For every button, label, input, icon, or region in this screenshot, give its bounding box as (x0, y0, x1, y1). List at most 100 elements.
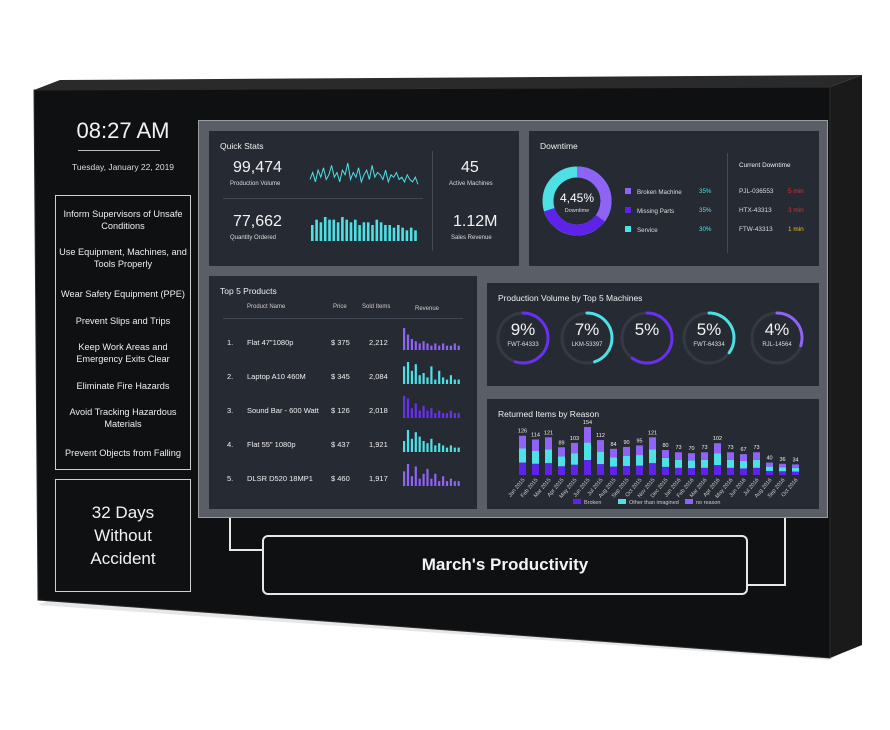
returned-bar-segment (701, 467, 708, 475)
revenue-bar (445, 379, 449, 384)
current-downtime-id: FTW-43313 (739, 226, 773, 233)
gauge-arc (620, 311, 674, 365)
legend-broken-machine: Broken Machine (625, 188, 682, 196)
revenue-bar (438, 345, 441, 350)
returned-bar-segment (779, 467, 786, 472)
machine-gauge (750, 311, 804, 365)
revenue-bar (422, 473, 425, 486)
returned-bar-segment (597, 451, 604, 465)
returned-bar-segment (584, 460, 591, 475)
product-rank: 1. (227, 338, 234, 347)
production-volume-value: 99,474 (233, 159, 282, 176)
revenue-bar (438, 481, 441, 486)
revenue-bar (453, 481, 456, 486)
returned-data-label: 73 (675, 445, 681, 451)
product-price: $ 460 (331, 474, 350, 483)
returned-bar-segment (753, 467, 760, 475)
legend-value: 30% (699, 226, 712, 233)
machine-label: FWT-64333 (507, 342, 539, 348)
clock-time: 08:27 AM (76, 118, 170, 143)
returned-data-label: 95 (636, 438, 642, 444)
returned-bar-segment (558, 466, 565, 475)
returned-bar-segment (597, 440, 604, 452)
revenue-bar (445, 481, 449, 486)
revenue-bar (406, 430, 410, 452)
safety-rule: Eliminate Fire Hazards (76, 381, 170, 391)
returned-bar-segment (766, 462, 773, 467)
returned-bar-segment (766, 466, 773, 471)
returned-bar-segment (584, 442, 591, 461)
revenue-bar (449, 410, 452, 418)
legend-value: 35% (699, 188, 712, 195)
returned-bar-segment (532, 451, 539, 464)
revenue-bar (406, 464, 410, 486)
returned-bar-segment (701, 452, 708, 460)
returned-data-label: 102 (713, 436, 722, 442)
accident-line-3: Accident (90, 549, 156, 568)
returned-bar-segment (753, 459, 760, 468)
active-machines-value: 45 (461, 159, 479, 176)
qs-bar (354, 219, 357, 241)
product-price: $ 375 (331, 338, 350, 347)
quantity-ordered-label: Quantity Ordered (230, 235, 277, 241)
revenue-bar (403, 441, 406, 452)
safety-rule: Wear Safety Equipment (PPE) (61, 289, 185, 299)
revenue-bar (453, 379, 456, 384)
revenue-bar (442, 413, 445, 418)
revenue-bar (453, 447, 456, 452)
revenue-bar (457, 447, 460, 452)
revenue-bar (430, 438, 433, 452)
revenue-bar (410, 408, 413, 418)
revenue-bar (438, 443, 441, 452)
revenue-bar (449, 445, 452, 452)
accident-line-1: 32 Days (91, 503, 155, 522)
divider (432, 151, 433, 251)
qs-bar (397, 225, 400, 241)
revenue-bar (406, 398, 410, 418)
revenue-bar (442, 377, 445, 384)
quick-stats-title: Quick Stats (220, 141, 264, 151)
machines-card: Production Volume by Top 5 Machines 9% FW… (487, 283, 819, 386)
col-header-revenue: Revenue (415, 306, 440, 312)
product-revenue-bars (403, 396, 460, 418)
returned-bar-segment (571, 442, 578, 454)
qs-bar (409, 227, 413, 241)
returned-data-label: 36 (779, 457, 785, 463)
revenue-bar (422, 341, 425, 350)
machine-value: 5% (634, 320, 660, 339)
machines-title: Production Volume by Top 5 Machines (498, 293, 643, 303)
returned-bar-segment (714, 443, 721, 454)
revenue-bar (414, 403, 417, 418)
returned-bar-segment (727, 452, 734, 460)
qs-bar (349, 222, 353, 241)
revenue-bar (414, 432, 417, 452)
downtime-donut (542, 166, 612, 236)
current-downtime-time: 5 min (788, 188, 804, 195)
qs-bar (336, 222, 340, 241)
returned-data-label: 126 (518, 429, 527, 435)
product-name: Sound Bar - 600 Watt (247, 406, 319, 415)
gauge-arc (496, 311, 550, 365)
revenue-bar (445, 413, 449, 418)
product-rank: 2. (227, 372, 234, 381)
donut-broken-machine (542, 166, 612, 236)
machine-label: FWT-64334 (693, 342, 725, 348)
qs-bar (319, 222, 323, 241)
returned-bar-segment (519, 462, 526, 475)
returned-data-label: 89 (558, 440, 564, 446)
legend-label: Missing Parts (637, 208, 675, 215)
returned-bar-segment (727, 459, 734, 468)
returned-bar-segment (740, 468, 747, 475)
returned-bar-segment (584, 427, 591, 443)
returned-data-label: 121 (544, 430, 553, 436)
qs-bar (311, 225, 314, 241)
sparkline-path (309, 162, 419, 185)
divider (223, 198, 423, 199)
downtime-card: Downtime 4,45% Downtime Broken Machine 3… (529, 131, 819, 266)
qs-bar (388, 225, 391, 241)
returned-bar-segment (519, 435, 526, 449)
revenue-bar (434, 379, 437, 384)
product-sold: 1,917 (369, 474, 388, 483)
machine-gauge (496, 311, 550, 365)
